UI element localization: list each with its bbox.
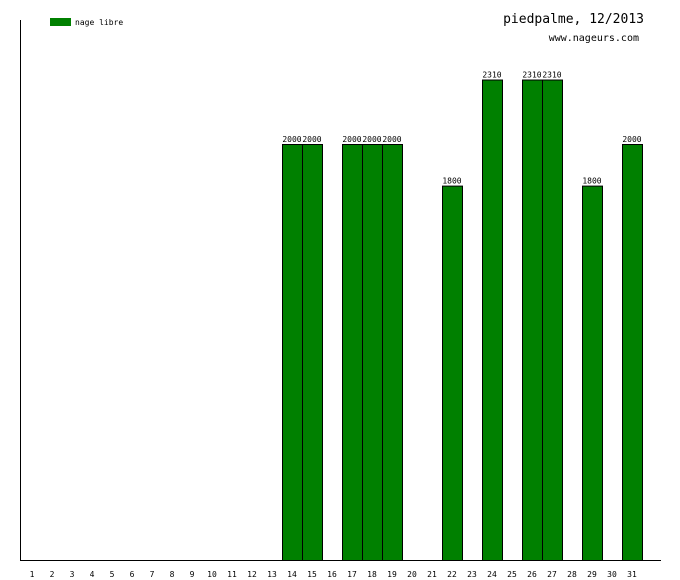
x-tick-label: 14 bbox=[287, 570, 297, 579]
bar-value-label: 2000 bbox=[622, 135, 641, 144]
bar-value-label: 2000 bbox=[342, 135, 361, 144]
x-tick-label: 29 bbox=[587, 570, 597, 579]
x-tick-label: 26 bbox=[527, 570, 537, 579]
legend: nage libre bbox=[50, 18, 123, 27]
bar bbox=[482, 79, 503, 562]
bar-value-label: 2000 bbox=[302, 135, 321, 144]
x-tick-label: 6 bbox=[130, 570, 135, 579]
bar bbox=[342, 144, 363, 561]
x-tick-label: 23 bbox=[467, 570, 477, 579]
x-tick-label: 5 bbox=[110, 570, 115, 579]
x-tick-label: 8 bbox=[170, 570, 175, 579]
x-tick-label: 24 bbox=[487, 570, 497, 579]
bar-value-label: 2310 bbox=[482, 71, 501, 80]
x-tick-label: 25 bbox=[507, 570, 517, 579]
x-tick-label: 10 bbox=[207, 570, 217, 579]
x-tick-label: 18 bbox=[367, 570, 377, 579]
bar-value-label: 1800 bbox=[442, 177, 461, 186]
bar-value-label: 2000 bbox=[362, 135, 381, 144]
x-tick-label: 11 bbox=[227, 570, 237, 579]
x-tick-label: 17 bbox=[347, 570, 357, 579]
bar bbox=[542, 79, 563, 562]
x-tick-label: 7 bbox=[150, 570, 155, 579]
x-tick-label: 28 bbox=[567, 570, 577, 579]
chart-subtitle: www.nageurs.com bbox=[549, 33, 639, 44]
x-tick-label: 20 bbox=[407, 570, 417, 579]
x-tick-label: 30 bbox=[607, 570, 617, 579]
bar bbox=[522, 79, 543, 562]
x-tick-label: 22 bbox=[447, 570, 457, 579]
bar-value-label: 2000 bbox=[382, 135, 401, 144]
bar bbox=[282, 144, 303, 561]
bar-value-label: 2310 bbox=[542, 71, 561, 80]
bar-value-label: 1800 bbox=[582, 177, 601, 186]
bar bbox=[622, 144, 643, 561]
x-tick-label: 16 bbox=[327, 570, 337, 579]
x-tick-label: 1 bbox=[30, 570, 35, 579]
x-tick-label: 12 bbox=[247, 570, 257, 579]
bar bbox=[442, 185, 463, 561]
legend-label: nage libre bbox=[75, 18, 123, 27]
bar-value-label: 2000 bbox=[282, 135, 301, 144]
x-tick-label: 21 bbox=[427, 570, 437, 579]
legend-swatch bbox=[50, 18, 71, 26]
x-tick-label: 13 bbox=[267, 570, 277, 579]
x-tick-labels: 1 2 3 4 5 6 7 8 9 10 11 12 13 14 15 16 17 18 19 20 21 22 23 24 2… bbox=[30, 570, 637, 579]
x-tick-label: 3 bbox=[70, 570, 75, 579]
bar bbox=[302, 144, 323, 561]
x-tick-label: 31 bbox=[627, 570, 637, 579]
x-tick-label: 9 bbox=[190, 570, 195, 579]
x-tick-label: 2 bbox=[50, 570, 55, 579]
bar bbox=[362, 144, 383, 561]
x-tick-label: 19 bbox=[387, 570, 397, 579]
x-tick-label: 4 bbox=[90, 570, 95, 579]
bar bbox=[382, 144, 403, 561]
x-tick-label: 27 bbox=[547, 570, 557, 579]
bar-value-label: 2310 bbox=[522, 71, 541, 80]
bars bbox=[282, 79, 643, 562]
chart-title: piedpalme, 12/2013 bbox=[503, 12, 644, 27]
x-tick-label: 15 bbox=[307, 570, 317, 579]
bar bbox=[582, 185, 603, 561]
